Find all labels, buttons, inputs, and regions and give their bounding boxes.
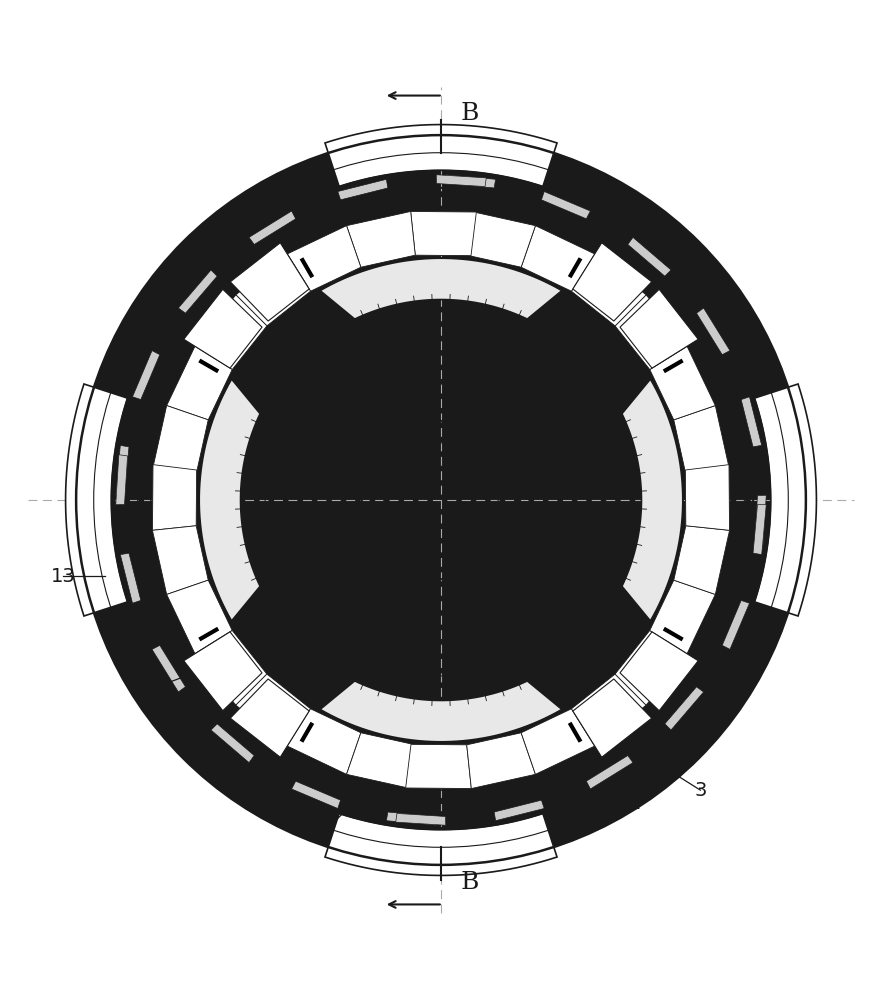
Polygon shape (411, 744, 476, 789)
Polygon shape (120, 553, 141, 603)
Polygon shape (235, 674, 310, 746)
Polygon shape (386, 812, 437, 825)
Polygon shape (587, 756, 633, 789)
Polygon shape (467, 211, 535, 267)
Polygon shape (183, 289, 262, 368)
Polygon shape (235, 254, 310, 326)
Polygon shape (445, 175, 496, 188)
Polygon shape (674, 526, 729, 594)
Polygon shape (167, 580, 232, 654)
Polygon shape (230, 679, 310, 757)
Polygon shape (195, 295, 267, 370)
Text: B: B (460, 871, 479, 894)
Polygon shape (167, 346, 232, 420)
Polygon shape (411, 211, 476, 256)
Polygon shape (153, 465, 197, 530)
Polygon shape (437, 175, 486, 187)
Polygon shape (753, 505, 766, 555)
Polygon shape (195, 630, 267, 705)
Text: 6: 6 (156, 712, 168, 731)
Polygon shape (153, 406, 208, 474)
Polygon shape (572, 243, 652, 321)
Polygon shape (230, 243, 310, 321)
Polygon shape (572, 674, 647, 746)
Polygon shape (521, 226, 594, 291)
Polygon shape (406, 744, 471, 789)
Polygon shape (674, 406, 729, 474)
Polygon shape (153, 470, 197, 535)
Polygon shape (183, 632, 262, 711)
Polygon shape (211, 724, 254, 763)
Polygon shape (325, 814, 557, 875)
Polygon shape (622, 379, 683, 621)
Text: 2: 2 (628, 794, 640, 813)
Polygon shape (132, 351, 160, 400)
Polygon shape (741, 397, 762, 447)
Polygon shape (572, 254, 647, 326)
Polygon shape (615, 295, 687, 370)
Text: 5: 5 (313, 826, 326, 845)
Text: 1: 1 (523, 469, 535, 488)
Polygon shape (521, 709, 594, 774)
Polygon shape (292, 781, 340, 809)
Polygon shape (685, 465, 729, 530)
Text: 3: 3 (694, 781, 706, 800)
Polygon shape (396, 813, 445, 825)
Polygon shape (754, 495, 766, 545)
Text: B: B (460, 102, 479, 125)
Polygon shape (685, 470, 729, 535)
Polygon shape (628, 237, 671, 276)
Polygon shape (199, 379, 260, 621)
Polygon shape (347, 211, 415, 267)
Circle shape (76, 135, 806, 865)
Polygon shape (65, 384, 127, 616)
Polygon shape (338, 179, 388, 200)
Polygon shape (325, 125, 557, 186)
Text: 13: 13 (50, 567, 75, 586)
Polygon shape (288, 709, 361, 774)
Polygon shape (406, 211, 471, 256)
Polygon shape (288, 226, 361, 291)
Text: 7: 7 (140, 681, 153, 700)
Polygon shape (153, 526, 208, 594)
Polygon shape (494, 800, 544, 821)
Polygon shape (116, 445, 129, 495)
Polygon shape (665, 687, 704, 730)
Polygon shape (467, 733, 535, 789)
Polygon shape (178, 270, 217, 313)
Polygon shape (542, 191, 590, 219)
Polygon shape (650, 580, 715, 654)
Polygon shape (755, 384, 817, 616)
Polygon shape (249, 211, 295, 244)
Polygon shape (152, 645, 185, 692)
Polygon shape (116, 455, 128, 505)
Polygon shape (320, 258, 562, 319)
Polygon shape (620, 289, 699, 368)
Polygon shape (615, 630, 687, 705)
Polygon shape (320, 681, 562, 742)
Polygon shape (697, 308, 730, 355)
Polygon shape (620, 632, 699, 711)
Polygon shape (347, 733, 415, 789)
Polygon shape (572, 679, 652, 757)
Polygon shape (722, 600, 750, 649)
Polygon shape (650, 346, 715, 420)
